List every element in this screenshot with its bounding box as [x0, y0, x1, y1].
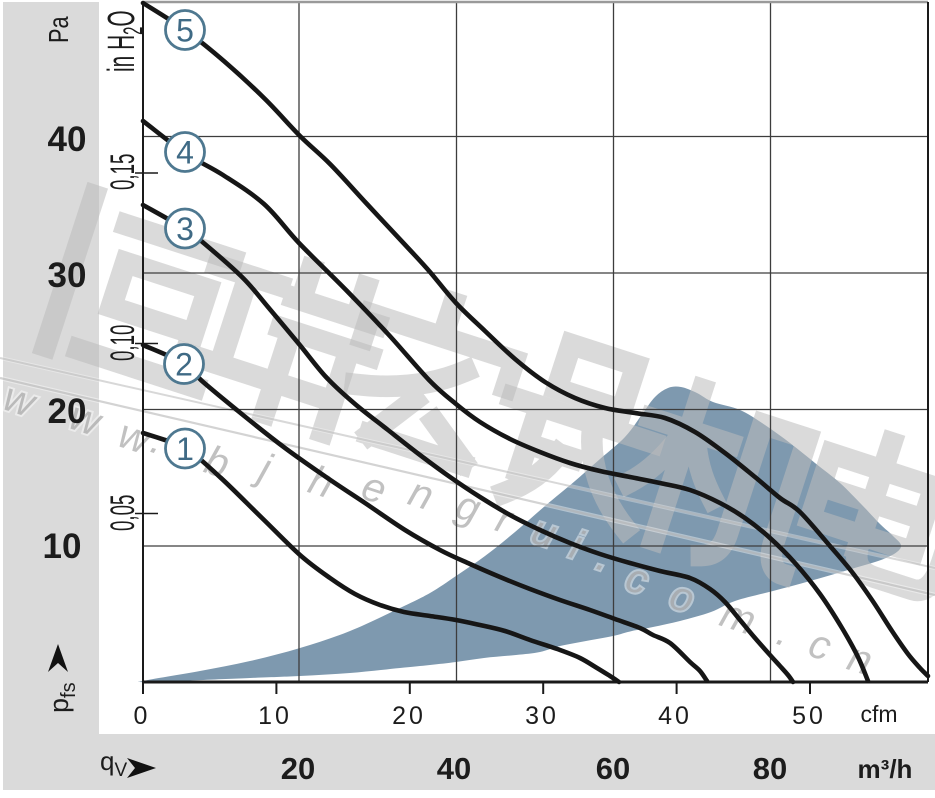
svg-text:50: 50 — [792, 702, 826, 730]
svg-text:40: 40 — [48, 120, 87, 159]
svg-text:20: 20 — [392, 702, 426, 730]
svg-text:10: 10 — [258, 702, 292, 730]
svg-text:in H2O: in H2O — [101, 10, 149, 72]
svg-text:3: 3 — [176, 211, 194, 247]
svg-text:60: 60 — [596, 751, 630, 786]
svg-text:40: 40 — [437, 751, 471, 786]
svg-text:10: 10 — [43, 527, 82, 566]
svg-text:m³/h: m³/h — [858, 754, 913, 784]
svg-text:0,10: 0,10 — [103, 325, 141, 361]
svg-text:0,05: 0,05 — [103, 495, 141, 531]
svg-text:30: 30 — [525, 702, 559, 730]
svg-text:5: 5 — [176, 13, 194, 49]
svg-text:1: 1 — [176, 431, 194, 467]
svg-text:cfm: cfm — [860, 701, 897, 727]
svg-text:0: 0 — [134, 702, 151, 730]
svg-text:80: 80 — [753, 751, 787, 786]
svg-text:40: 40 — [658, 702, 692, 730]
svg-text:2: 2 — [175, 347, 193, 383]
svg-text:0,15: 0,15 — [103, 154, 141, 190]
svg-text:30: 30 — [48, 256, 87, 295]
svg-text:20: 20 — [48, 392, 87, 431]
svg-text:20: 20 — [281, 751, 315, 786]
svg-text:Pa: Pa — [43, 16, 74, 43]
svg-text:4: 4 — [176, 135, 194, 171]
